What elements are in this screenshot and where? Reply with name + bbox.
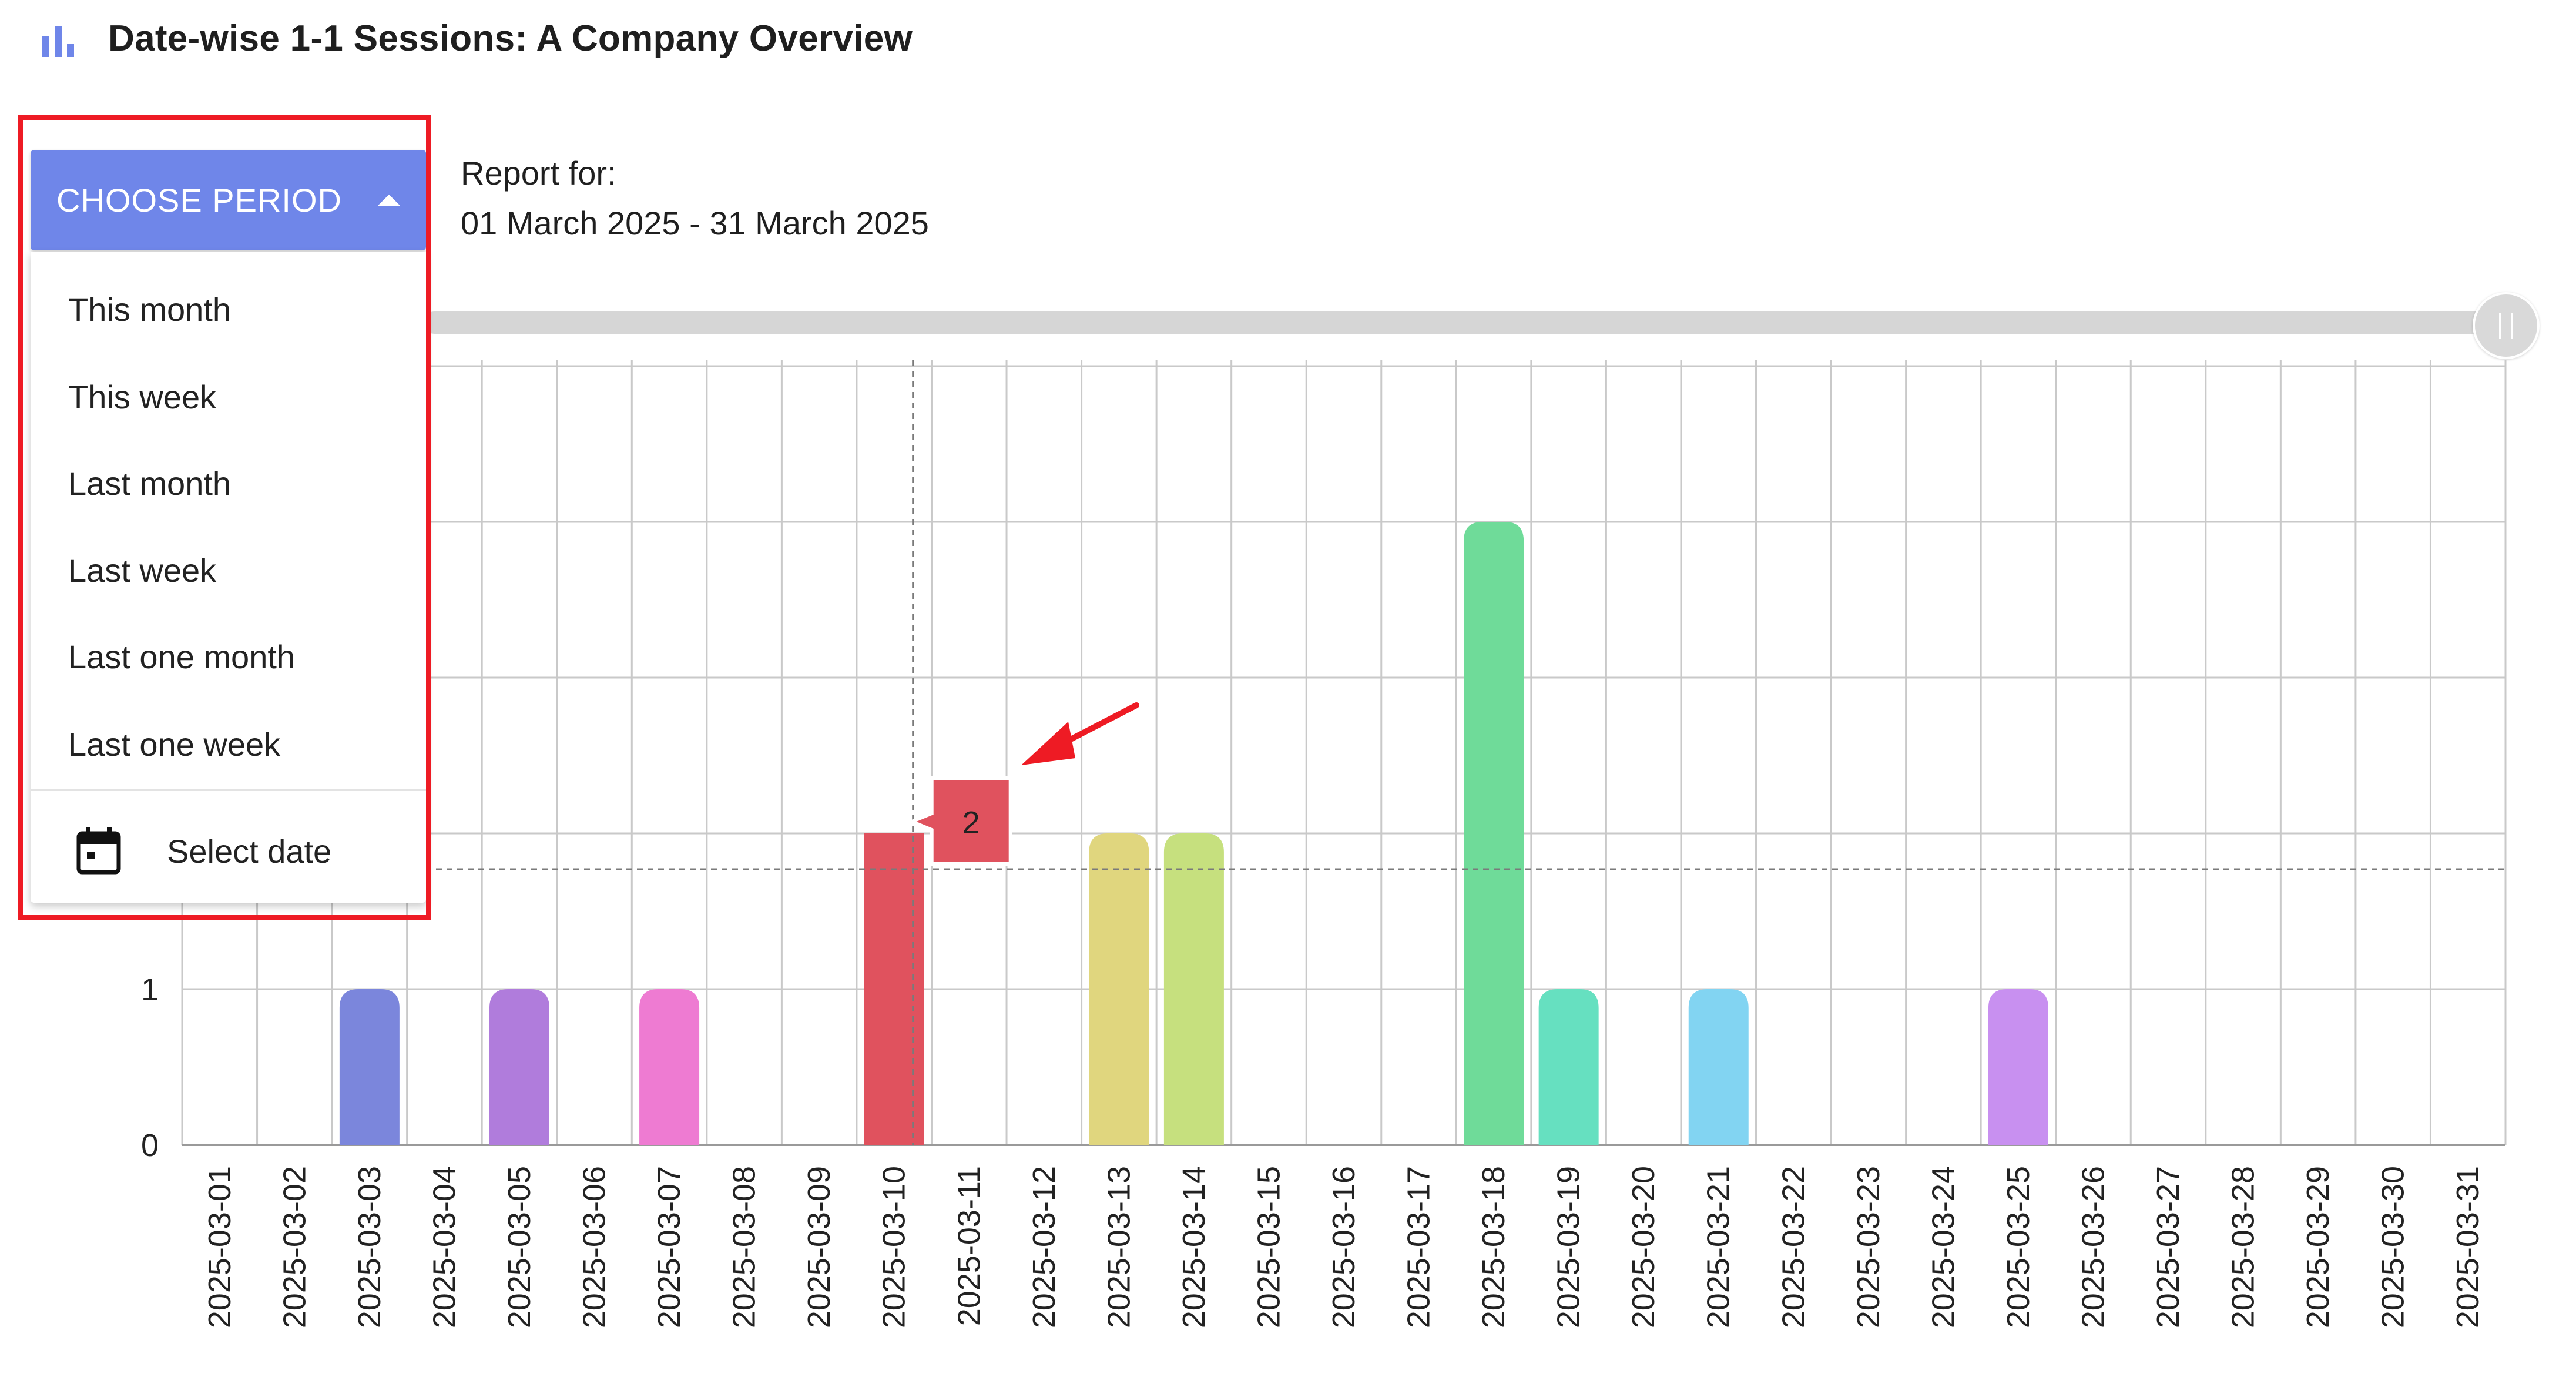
tooltip-value: 2 bbox=[962, 805, 980, 840]
y-axis-ticks: 01 bbox=[141, 972, 159, 1163]
x-tick-label: 2025-03-28 bbox=[2226, 1166, 2261, 1328]
x-tick-label: 2025-03-07 bbox=[652, 1166, 687, 1328]
x-tick-label: 2025-03-09 bbox=[801, 1166, 837, 1328]
x-tick-label: 2025-03-11 bbox=[951, 1166, 987, 1326]
x-tick-label: 2025-03-30 bbox=[2376, 1166, 2411, 1328]
x-tick-label: 2025-03-25 bbox=[2001, 1166, 2036, 1328]
x-tick-label: 2025-03-23 bbox=[1851, 1166, 1886, 1328]
x-tick-label: 2025-03-16 bbox=[1326, 1166, 1361, 1328]
menu-item-this-month[interactable]: This month bbox=[68, 291, 231, 328]
menu-item-this-week[interactable]: This week bbox=[68, 378, 217, 416]
x-tick-label: 2025-03-05 bbox=[502, 1166, 537, 1328]
x-tick-label: 2025-03-08 bbox=[727, 1166, 762, 1328]
menu-item-last-week[interactable]: Last week bbox=[68, 552, 217, 589]
y-tick-label: 1 bbox=[141, 972, 159, 1007]
header: Date-wise 1-1 Sessions: A Company Overvi… bbox=[38, 18, 913, 59]
x-tick-label: 2025-03-02 bbox=[277, 1166, 312, 1328]
bar-chart-icon bbox=[42, 26, 74, 57]
menu-item-last-month[interactable]: Last month bbox=[68, 465, 232, 502]
tooltip-box bbox=[907, 776, 1012, 866]
x-tick-label: 2025-03-19 bbox=[1551, 1166, 1586, 1328]
period-menu: This month This week Last month Last wee… bbox=[31, 252, 426, 903]
y-tick-label: 0 bbox=[141, 1128, 159, 1163]
choose-period-button[interactable]: CHOOSE PERIOD bbox=[31, 150, 426, 250]
x-tick-label: 2025-03-29 bbox=[2300, 1166, 2336, 1328]
x-tick-label: 2025-03-04 bbox=[427, 1166, 462, 1328]
report-range: 01 March 2025 - 31 March 2025 bbox=[461, 205, 929, 242]
x-tick-label: 2025-03-27 bbox=[2151, 1166, 2186, 1328]
menu-item-last-one-month[interactable]: Last one month bbox=[68, 638, 296, 675]
range-slider-handle[interactable] bbox=[2473, 292, 2540, 359]
menu-item-select-date[interactable]: Select date bbox=[75, 822, 331, 880]
page-title: Date-wise 1-1 Sessions: A Company Overvi… bbox=[108, 18, 913, 59]
calendar-icon bbox=[76, 827, 121, 875]
x-tick-label: 2025-03-24 bbox=[1926, 1166, 1961, 1328]
x-tick-label: 2025-03-13 bbox=[1101, 1166, 1136, 1328]
bar[interactable] bbox=[1163, 833, 1224, 1145]
range-slider-track[interactable] bbox=[423, 311, 2515, 334]
x-tick-label: 2025-03-15 bbox=[1251, 1166, 1286, 1328]
bar[interactable] bbox=[1538, 989, 1599, 1145]
menu-divider bbox=[31, 789, 426, 791]
x-tick-label: 2025-03-20 bbox=[1626, 1166, 1661, 1328]
bar[interactable] bbox=[639, 989, 700, 1145]
x-tick-label: 2025-03-22 bbox=[1776, 1166, 1811, 1328]
x-tick-label: 2025-03-10 bbox=[877, 1166, 912, 1328]
annotation-arrow-head bbox=[1021, 722, 1075, 765]
bar[interactable] bbox=[1688, 989, 1749, 1145]
bar[interactable] bbox=[1464, 522, 1524, 1145]
x-tick-label: 2025-03-18 bbox=[1476, 1166, 1511, 1328]
menu-item-last-one-week[interactable]: Last one week bbox=[68, 726, 281, 763]
chart-overlay: 2 bbox=[182, 360, 2505, 1145]
x-tick-label: 2025-03-03 bbox=[352, 1166, 387, 1328]
x-tick-label: 2025-03-12 bbox=[1027, 1166, 1062, 1328]
grip-icon bbox=[2499, 313, 2513, 339]
chart-bars bbox=[339, 522, 2048, 1145]
bar[interactable] bbox=[489, 989, 549, 1145]
bar[interactable] bbox=[339, 989, 400, 1145]
x-tick-label: 2025-03-14 bbox=[1176, 1166, 1212, 1328]
x-tick-label: 2025-03-06 bbox=[577, 1166, 612, 1328]
x-tick-label: 2025-03-17 bbox=[1401, 1166, 1437, 1328]
x-tick-label: 2025-03-26 bbox=[2075, 1166, 2111, 1328]
x-tick-label: 2025-03-01 bbox=[202, 1166, 237, 1328]
select-date-label: Select date bbox=[167, 832, 332, 870]
bar[interactable] bbox=[864, 833, 924, 1145]
bar[interactable] bbox=[1089, 833, 1149, 1145]
highlight-box bbox=[18, 115, 431, 920]
x-tick-label: 2025-03-31 bbox=[2450, 1166, 2486, 1328]
bar[interactable] bbox=[1988, 989, 2048, 1145]
x-axis-ticks: 2025-03-01 2025-03-02 2025-03-03 2025-03-04… bbox=[202, 1166, 2486, 1328]
x-tick-label: 2025-03-21 bbox=[1701, 1166, 1736, 1328]
caret-up-icon bbox=[377, 194, 401, 206]
report-label: Report for: bbox=[461, 155, 616, 192]
choose-period-label: CHOOSE PERIOD bbox=[56, 182, 342, 219]
